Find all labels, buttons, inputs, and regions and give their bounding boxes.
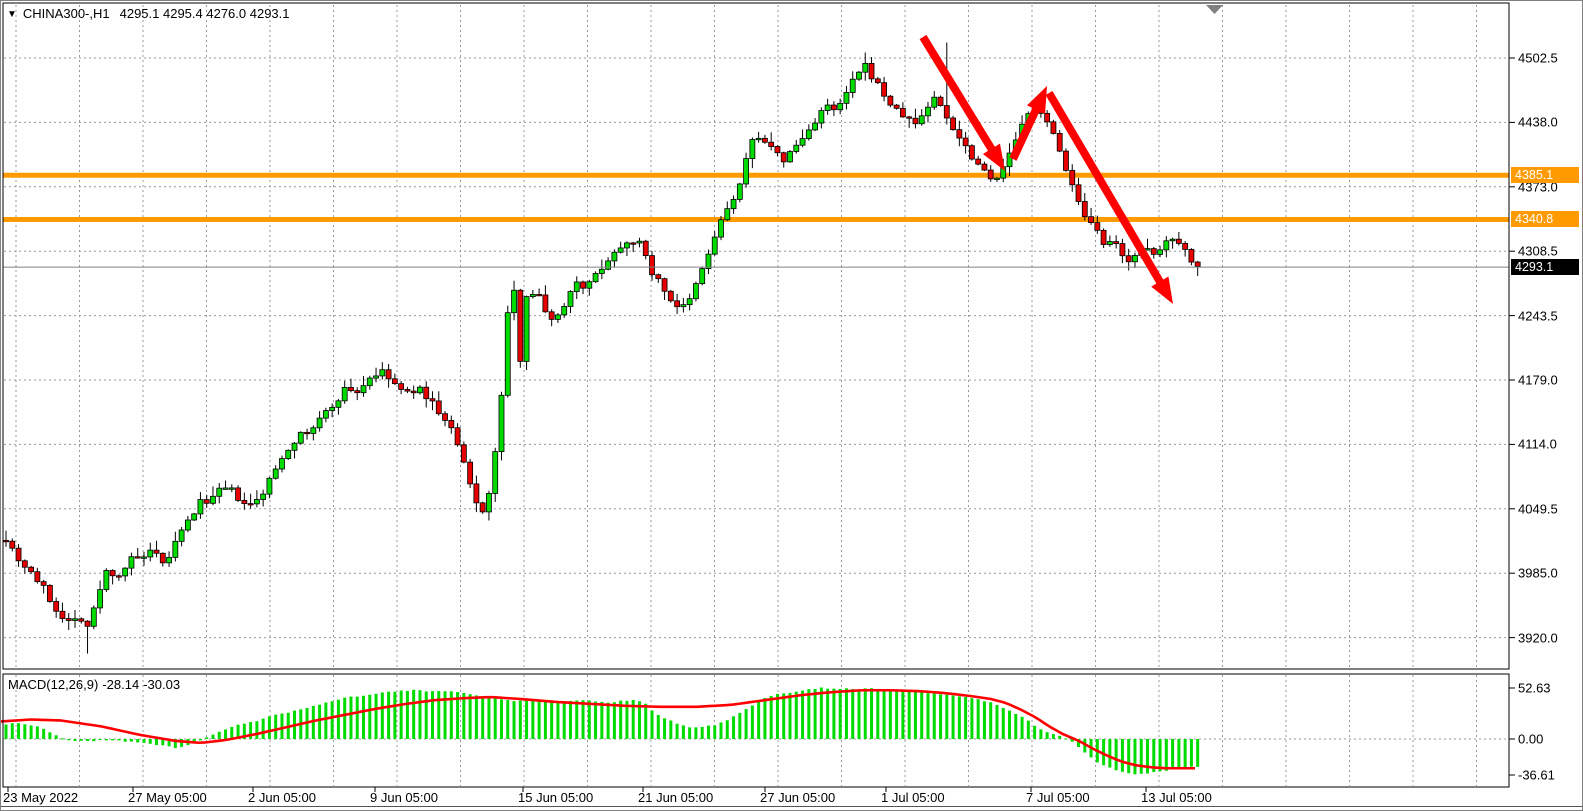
price-tick-label: 3920.0 xyxy=(1518,630,1558,646)
macd-main-value: -28.14 xyxy=(102,677,140,692)
macd-name: MACD(12,26,9) xyxy=(8,677,99,692)
time-tick-label: 21 Jun 05:00 xyxy=(638,790,714,805)
price-tick-label: 4438.0 xyxy=(1518,114,1558,130)
price-tick-label: 4243.5 xyxy=(1518,308,1558,324)
time-tick-label: 2 Jun 05:00 xyxy=(248,790,316,805)
resistance-level-tag-1: 4385.1 xyxy=(1511,167,1579,184)
macd-indicator-label: MACD(12,26,9) -28.14 -30.03 xyxy=(8,677,184,692)
time-tick-label: 27 May 05:00 xyxy=(128,790,207,805)
price-tick-label: 4114.0 xyxy=(1518,436,1557,452)
macd-tick-label: -36.61 xyxy=(1518,767,1555,783)
chart-title: ▼ CHINA300-,H1 4295.1 4295.4 4276.0 4293.1 xyxy=(7,6,290,21)
time-tick-label: 15 Jun 05:00 xyxy=(518,790,594,805)
time-tick-label: 13 Jul 05:00 xyxy=(1141,790,1212,805)
time-tick-label: 23 May 2022 xyxy=(3,790,79,805)
symbol-period-label: CHINA300-,H1 xyxy=(22,6,110,21)
time-tick-label: 27 Jun 05:00 xyxy=(760,790,836,805)
macd-tick-label: 0.00 xyxy=(1518,731,1544,747)
resistance-level-tag-2: 4340.8 xyxy=(1511,211,1579,228)
macd-tick-label: 52.63 xyxy=(1518,680,1551,696)
time-tick-label: 9 Jun 05:00 xyxy=(370,790,438,805)
current-price-tag: 4293.1 xyxy=(1511,259,1579,276)
time-tick-label: 7 Jul 05:00 xyxy=(1026,790,1090,805)
symbol-dropdown-icon[interactable]: ▼ xyxy=(7,9,17,20)
price-tick-label: 4308.5 xyxy=(1518,243,1558,259)
price-tick-label: 4049.5 xyxy=(1518,501,1558,517)
price-tick-label: 4502.5 xyxy=(1518,50,1558,66)
time-tick-label: 1 Jul 05:00 xyxy=(881,790,945,805)
macd-signal-value: -30.03 xyxy=(143,677,181,692)
ohlc-values: 4295.1 4295.4 4276.0 4293.1 xyxy=(119,6,290,21)
price-tick-label: 3985.0 xyxy=(1518,565,1558,581)
price-tick-label: 4179.0 xyxy=(1518,372,1558,388)
